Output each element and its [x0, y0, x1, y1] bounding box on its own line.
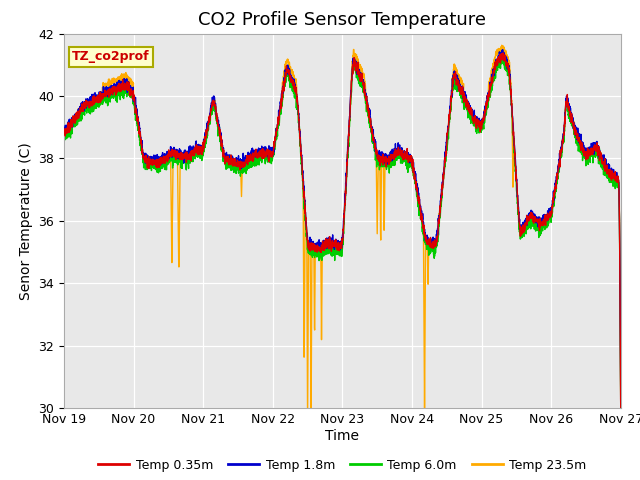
Temp 1.8m [157, 159, 164, 165]
Temp 6.0m [298, 162, 305, 168]
Temp 0.35m [499, 50, 507, 56]
Line: Temp 1.8m: Temp 1.8m [64, 49, 621, 403]
Temp 1.8m [546, 212, 554, 218]
Temp 23.5m [617, 407, 625, 412]
Temp 1.8m [606, 168, 614, 174]
Temp 1.8m [617, 400, 625, 406]
Temp 0.35m [60, 126, 68, 132]
Temp 6.0m [617, 412, 625, 418]
Temp 6.0m [157, 163, 164, 168]
Temp 23.5m [298, 159, 305, 165]
Temp 23.5m [274, 122, 282, 128]
Temp 23.5m [547, 212, 554, 217]
Temp 6.0m [606, 171, 614, 177]
Temp 23.5m [498, 42, 506, 48]
Line: Temp 0.35m: Temp 0.35m [64, 53, 621, 410]
Temp 23.5m [124, 73, 131, 79]
Temp 23.5m [60, 131, 68, 136]
Temp 23.5m [304, 418, 312, 423]
Temp 6.0m [498, 56, 506, 61]
Temp 0.35m [274, 121, 282, 127]
Temp 0.35m [617, 407, 625, 413]
Text: TZ_co2prof: TZ_co2prof [72, 50, 150, 63]
Temp 0.35m [124, 87, 131, 93]
Temp 0.35m [606, 167, 614, 172]
Temp 23.5m [157, 159, 164, 165]
Legend: Temp 0.35m, Temp 1.8m, Temp 6.0m, Temp 23.5m: Temp 0.35m, Temp 1.8m, Temp 6.0m, Temp 2… [93, 454, 591, 477]
X-axis label: Time: Time [325, 429, 360, 443]
Line: Temp 23.5m: Temp 23.5m [64, 45, 621, 420]
Line: Temp 6.0m: Temp 6.0m [64, 59, 621, 415]
Temp 0.35m [546, 209, 554, 215]
Temp 1.8m [499, 47, 506, 52]
Temp 1.8m [60, 123, 68, 129]
Temp 1.8m [298, 152, 305, 158]
Temp 1.8m [124, 83, 131, 89]
Temp 0.35m [157, 162, 164, 168]
Temp 6.0m [60, 138, 68, 144]
Temp 23.5m [606, 170, 614, 176]
Temp 6.0m [546, 216, 554, 222]
Y-axis label: Senor Temperature (C): Senor Temperature (C) [19, 142, 33, 300]
Temp 6.0m [124, 92, 131, 97]
Temp 6.0m [274, 133, 282, 139]
Title: CO2 Profile Sensor Temperature: CO2 Profile Sensor Temperature [198, 11, 486, 29]
Temp 0.35m [298, 155, 305, 161]
Temp 1.8m [274, 121, 282, 127]
